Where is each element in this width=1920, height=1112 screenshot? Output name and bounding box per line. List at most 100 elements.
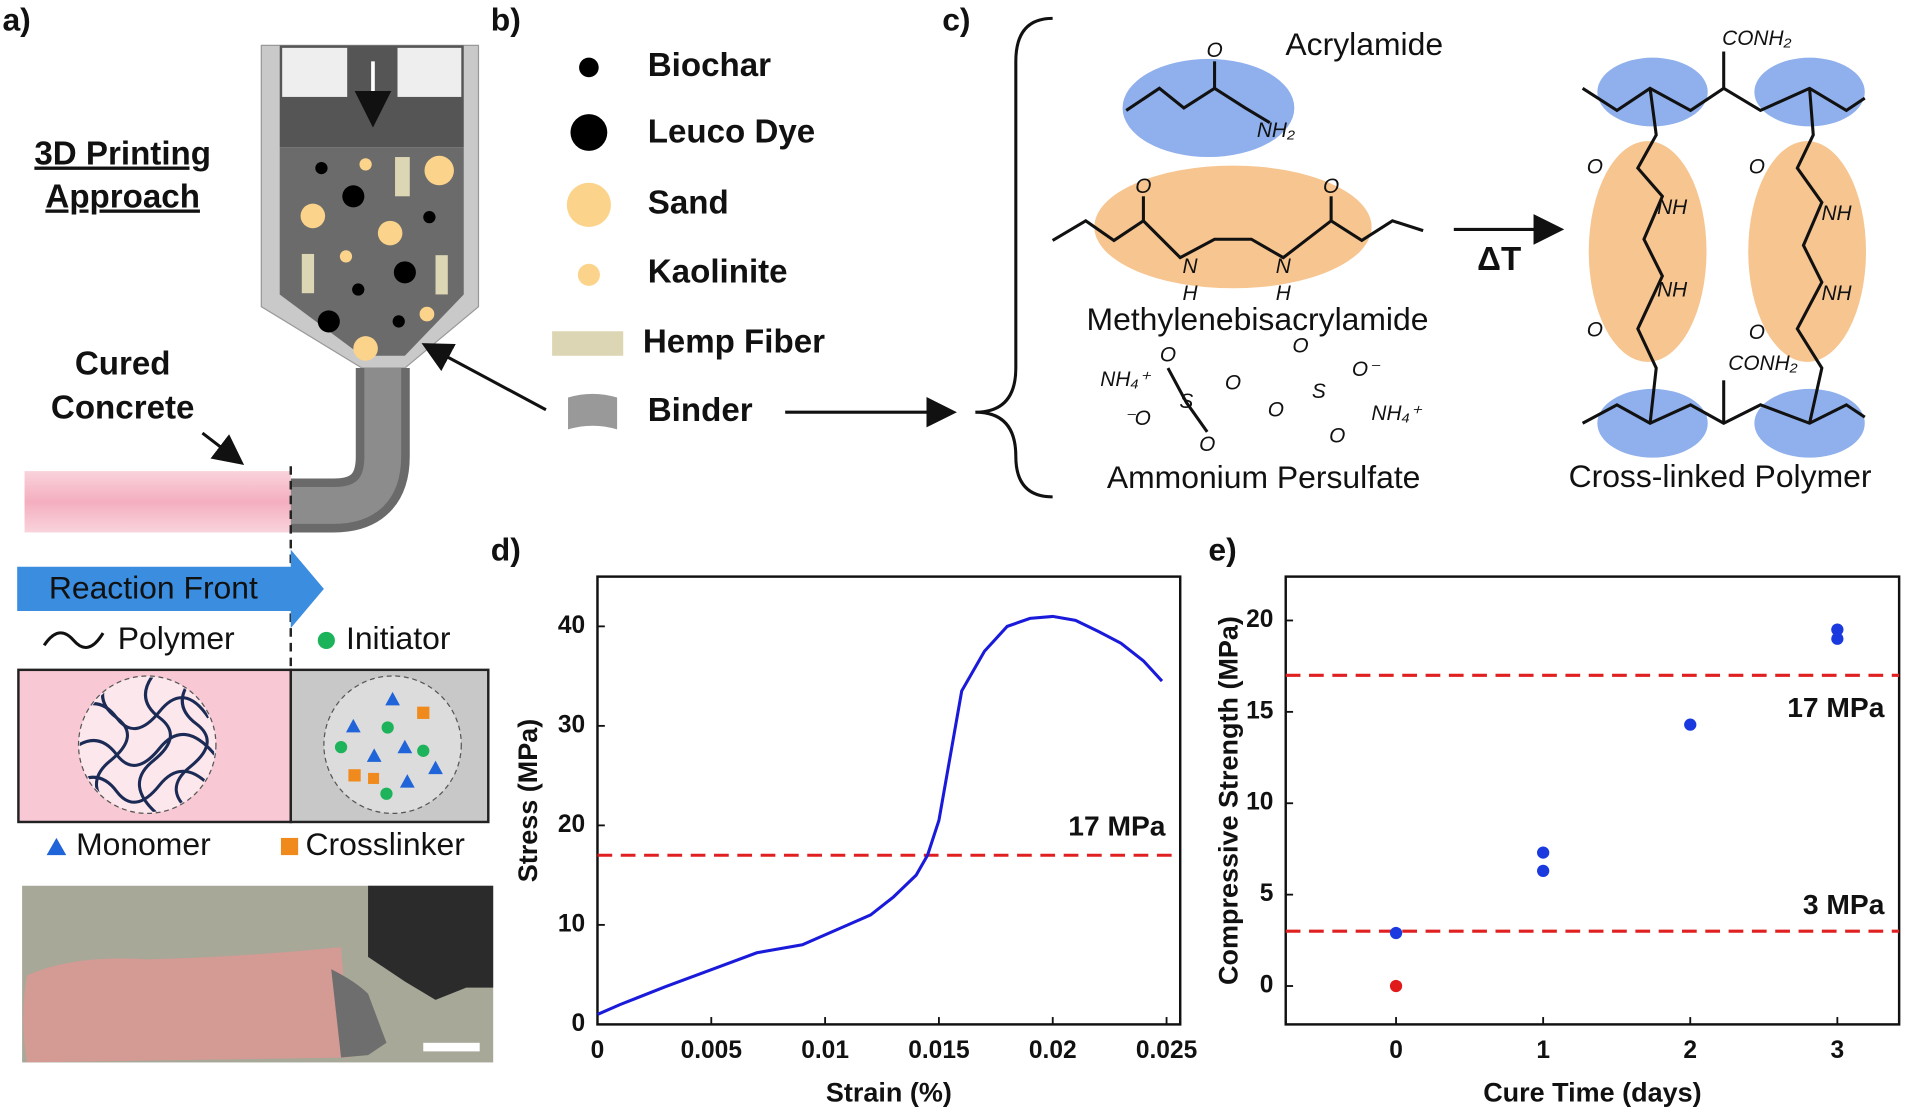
title: Approach [45, 178, 200, 215]
point [1684, 718, 1697, 731]
atom-label: NH [1822, 202, 1853, 225]
x-tick-label: 0.015 [908, 1037, 969, 1064]
reference-label: 17 MPa [1787, 691, 1885, 723]
atom-label: O [1268, 398, 1284, 421]
legend-label: Initiator [346, 620, 451, 656]
legend-label: Biochar [648, 47, 771, 84]
mixture [279, 147, 464, 356]
y-axis-label: Stress (MPa) [513, 719, 543, 882]
point [1389, 979, 1403, 993]
nozzle [290, 368, 402, 524]
zoom [77, 675, 217, 815]
plunger [282, 47, 348, 97]
reference-label: 3 MPa [1803, 888, 1885, 920]
plot-frame [1284, 575, 1901, 1026]
charts: 0 0.005 0.01 0.015 0.02 0.025010203040Strain … [513, 575, 1901, 1107]
plunger [397, 47, 462, 97]
highlight [1094, 165, 1372, 289]
monomers [334, 691, 443, 800]
arrow [201, 431, 245, 466]
initiator-icon [317, 631, 335, 649]
particles [300, 155, 454, 361]
x-tick-label: 0.02 [1029, 1037, 1077, 1064]
biochar-icon [579, 57, 599, 78]
x-tick-label: 0.01 [801, 1037, 849, 1064]
label: Concrete [51, 390, 195, 427]
highlight [1122, 58, 1295, 158]
point [1537, 864, 1550, 878]
atom-label: O [1749, 321, 1765, 344]
title: 3D Printing [34, 136, 211, 173]
atom-label: O [1292, 335, 1308, 358]
y-tick-label: 20 [1246, 606, 1273, 633]
bond [1635, 88, 1665, 424]
legend-label: Kaolinite [648, 253, 788, 290]
atom-label: S [1312, 380, 1326, 403]
x-tick-label: 0 [1389, 1037, 1403, 1064]
label: Methylenebisacrylamide [1087, 301, 1429, 337]
atom-label: S [1179, 390, 1193, 413]
label: Cross-linked Polymer [1569, 458, 1872, 494]
atom-label: O [1329, 424, 1345, 447]
atom-label: N [1276, 255, 1292, 278]
atom-label: O [1587, 319, 1603, 342]
crosslinker-icon [280, 837, 299, 856]
x-tick-label: 1 [1536, 1037, 1550, 1064]
panel-label: c) [942, 2, 970, 38]
cured-concrete [24, 471, 291, 533]
x-tick-label: 0 [591, 1037, 605, 1064]
reaction-arrow [17, 549, 324, 629]
y-tick-label: 0 [572, 1010, 586, 1037]
legend-label: Crosslinker [305, 826, 465, 862]
highlight [1588, 141, 1707, 362]
legend-label: Sand [648, 185, 729, 222]
label: Acrylamide [1285, 26, 1443, 62]
point [1831, 623, 1844, 636]
point [1831, 632, 1844, 645]
atom-label: NH [1657, 196, 1688, 219]
bond [1051, 218, 1424, 260]
atom-label: O [1206, 39, 1222, 62]
y-axis-label: Compressive Strength (MPa) [1214, 616, 1244, 985]
atom-label: O [1199, 433, 1215, 456]
y-tick-label: 30 [558, 711, 585, 738]
y-tick-label: 40 [558, 612, 585, 639]
panel-label: a) [2, 2, 30, 38]
label: Reaction Front [49, 570, 258, 606]
reference-label: 17 MPa [1068, 810, 1166, 842]
panel-label: e) [1208, 531, 1236, 567]
y-tick-label: 10 [1246, 789, 1273, 816]
chart: 0 0.005 0.01 0.015 0.02 0.025 0 10 20 30 40 Strain … [513, 575, 1197, 1107]
binder-icon [568, 393, 618, 430]
monomer-icon [46, 837, 67, 856]
atom-label: O [1749, 156, 1765, 179]
atom-label: NH [1657, 278, 1688, 301]
atom-label: O [1323, 175, 1339, 198]
atom-label: O⁻ [1352, 358, 1381, 381]
highlight [1597, 57, 1708, 127]
panel-b: Biochar Leuco Dye Sand Kaolinite Hemp Fi… [421, 47, 957, 430]
legend-label: Polymer [118, 620, 235, 656]
panel-label: d) [491, 531, 521, 567]
legend-label: Leuco Dye [648, 113, 815, 150]
sand-icon [566, 182, 611, 227]
atom-label: O [1225, 371, 1241, 394]
atom-label: O [1587, 156, 1603, 179]
line [596, 614, 1164, 1016]
atom-label: CONH₂ [1728, 352, 1797, 375]
atom-label: N [1182, 255, 1198, 278]
y-tick-label: 0 [1260, 972, 1274, 999]
hemp-icon [552, 331, 624, 356]
bond [1166, 367, 1209, 433]
panel-label: b) [491, 2, 521, 38]
panel-a: 3D Printing Approach Cured Concrete Reac… [17, 44, 494, 1063]
network [79, 677, 215, 813]
y-tick-label: 10 [558, 910, 585, 937]
legend-label: Binder [648, 392, 753, 429]
legend-label: Monomer [76, 826, 211, 862]
bond [1125, 86, 1271, 124]
y-tick-label: 20 [558, 811, 585, 838]
x-tick-label: 0.025 [1136, 1037, 1197, 1064]
bond [1795, 88, 1824, 424]
